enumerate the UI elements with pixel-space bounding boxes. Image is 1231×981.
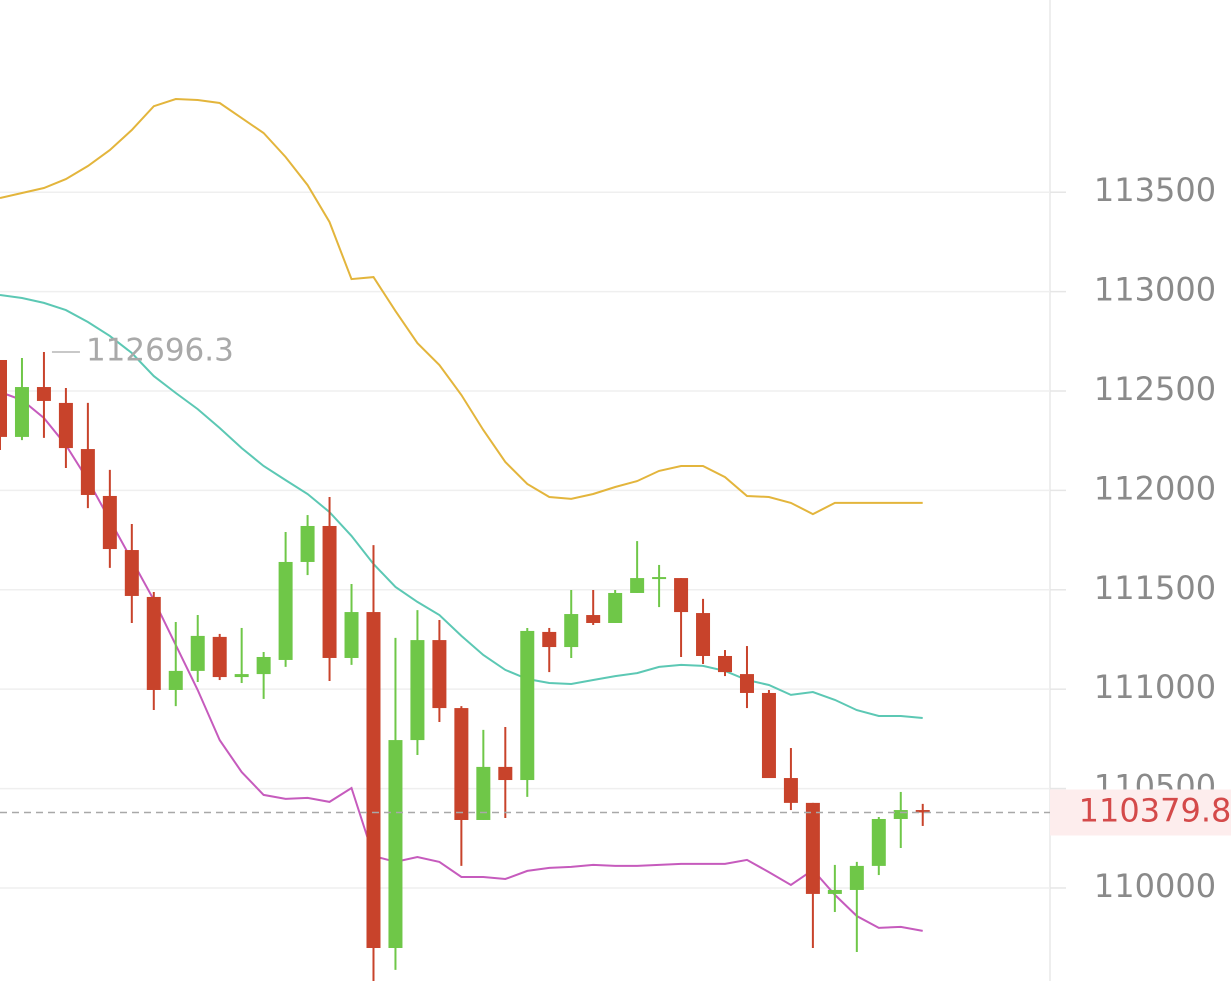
- candle-body: [0, 359, 7, 437]
- candle-body: [168, 670, 183, 690]
- candle-body: [432, 640, 447, 709]
- last-price-box: [1050, 789, 1231, 836]
- candle-body: [718, 655, 733, 673]
- y-tick-label: 111500: [1094, 569, 1216, 607]
- candle-body: [608, 592, 623, 623]
- candle-body: [520, 630, 535, 781]
- last-price-label: 110379.8: [1079, 791, 1231, 829]
- y-tick-label: 113500: [1094, 171, 1216, 209]
- candle-body: [630, 578, 645, 593]
- candle-body: [827, 889, 842, 894]
- candle-body: [366, 612, 381, 949]
- candle-body: [586, 615, 601, 623]
- candle-body: [849, 865, 864, 890]
- band-line: [0, 294, 923, 719]
- candle-body: [454, 708, 469, 820]
- candle-body: [322, 525, 337, 658]
- band-line: [0, 97, 923, 516]
- candle-body: [564, 614, 579, 648]
- candle-body: [256, 656, 271, 675]
- candle-body: [871, 818, 886, 866]
- candle-body: [14, 387, 29, 437]
- candle-body: [498, 766, 513, 781]
- high-marker-label: 112696.3: [86, 332, 234, 368]
- candle-body: [146, 596, 161, 690]
- candle-body: [234, 674, 249, 678]
- candle-body: [388, 740, 403, 949]
- candle-body: [542, 631, 557, 648]
- candle-body: [278, 561, 293, 660]
- y-tick-label: 111000: [1094, 668, 1216, 706]
- candle-body: [344, 612, 359, 658]
- candle-body: [476, 766, 491, 820]
- candle-body: [783, 778, 798, 803]
- y-tick-label: 112000: [1094, 469, 1216, 507]
- y-tick-label: 112500: [1094, 370, 1216, 408]
- y-tick-label: 113000: [1094, 271, 1216, 309]
- candle-body: [102, 495, 117, 550]
- y-tick-label: 110000: [1094, 867, 1216, 905]
- candle-body: [652, 577, 667, 580]
- candle-body: [36, 387, 51, 401]
- candle-body: [739, 674, 754, 693]
- candle-body: [212, 636, 227, 678]
- candle-body: [410, 640, 425, 741]
- candle-body: [761, 692, 776, 779]
- candle-body: [58, 402, 73, 449]
- candle-body: [674, 578, 689, 613]
- candle-body: [300, 525, 315, 562]
- candle-body: [915, 810, 930, 813]
- candle-body: [80, 449, 95, 495]
- candle-body: [893, 810, 908, 819]
- candle-body: [696, 613, 711, 656]
- candle-body: [805, 802, 820, 894]
- candle-body: [190, 635, 205, 671]
- candle-body: [124, 550, 139, 596]
